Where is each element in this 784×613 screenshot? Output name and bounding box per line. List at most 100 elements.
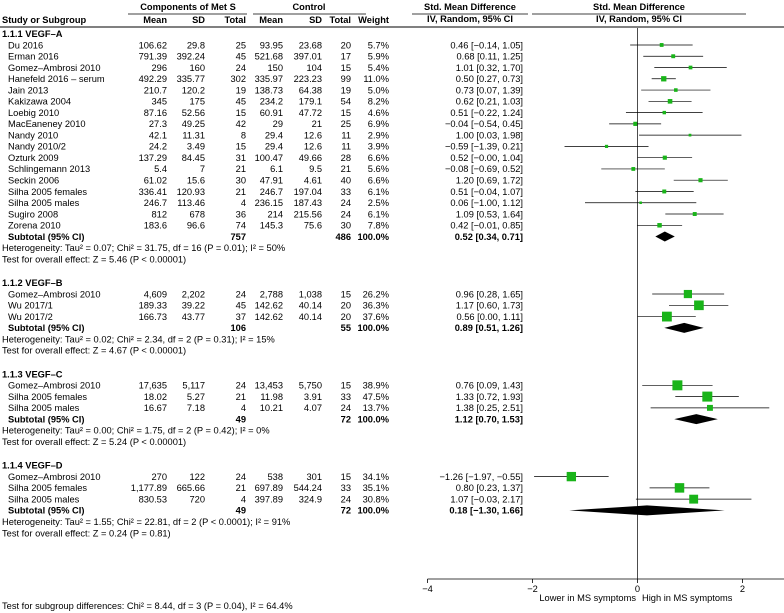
subgroup-title: 1.1.2 VEGF–B bbox=[2, 278, 63, 288]
cell-weight: 5.6% bbox=[368, 164, 389, 174]
cell-sd-metS: 15.6 bbox=[187, 176, 205, 186]
cell-weight: 5.7% bbox=[368, 40, 389, 50]
cell-total-control: 15 bbox=[341, 472, 351, 482]
cell-total-metS: 42 bbox=[236, 119, 246, 129]
cell-weight: 30.8% bbox=[363, 494, 389, 504]
cell-smd-ci: 0.06 [−1.00, 1.12] bbox=[450, 198, 523, 208]
study-name: Erman 2016 bbox=[8, 52, 59, 62]
point-estimate-marker bbox=[566, 471, 577, 482]
subtotal-total-control: 486 bbox=[335, 232, 351, 242]
cell-sd-control: 64.38 bbox=[299, 85, 322, 95]
cell-total-metS: 4 bbox=[241, 494, 246, 504]
cell-total-metS: 21 bbox=[236, 187, 246, 197]
cell-sd-metS: 96.6 bbox=[187, 221, 205, 231]
cell-smd-ci: 0.80 [0.23, 1.37] bbox=[456, 483, 523, 493]
study-name: Schlingemann 2013 bbox=[8, 164, 90, 174]
cell-mean-control: 214 bbox=[267, 209, 283, 219]
cell-total-control: 20 bbox=[341, 40, 351, 50]
cell-total-metS: 15 bbox=[236, 108, 246, 118]
subtotal-total-control: 72 bbox=[341, 414, 351, 424]
point-estimate-marker bbox=[639, 201, 642, 205]
cell-smd-ci: 0.68 [0.11, 1.25] bbox=[456, 52, 523, 62]
x-axis: −4−2024 bbox=[422, 28, 784, 594]
cell-mean-metS: 24.2 bbox=[149, 142, 167, 152]
study-name: Wu 2017/2 bbox=[8, 312, 53, 322]
cell-mean-control: 538 bbox=[267, 472, 283, 482]
cell-total-control: 15 bbox=[341, 381, 351, 391]
study-name: Gomez–Ambrosi 2010 bbox=[8, 63, 101, 73]
cell-sd-metS: 39.22 bbox=[182, 301, 205, 311]
cell-sd-control: 47.72 bbox=[299, 108, 322, 118]
col-total-metS: Total bbox=[224, 15, 246, 25]
point-estimate-marker bbox=[671, 54, 676, 59]
cell-weight: 34.1% bbox=[363, 472, 389, 482]
study-name: Loebig 2010 bbox=[8, 108, 59, 118]
cell-sd-metS: 720 bbox=[189, 494, 205, 504]
overall-effect-text: Test for overall effect: Z = 5.46 (P < 0… bbox=[2, 254, 186, 264]
cell-mean-metS: 812 bbox=[151, 209, 167, 219]
cell-total-control: 24 bbox=[341, 198, 351, 208]
cell-sd-metS: 3.49 bbox=[187, 142, 205, 152]
cell-sd-control: 104 bbox=[306, 63, 322, 73]
cell-total-control: 11 bbox=[341, 130, 351, 140]
cell-smd-ci: 0.76 [0.09, 1.43] bbox=[456, 381, 523, 391]
cell-sd-control: 215.56 bbox=[294, 209, 322, 219]
subtotal-total-metS: 49 bbox=[236, 506, 246, 516]
subtotal-diamond bbox=[664, 322, 704, 333]
cell-sd-control: 12.6 bbox=[304, 130, 322, 140]
cell-weight: 4.6% bbox=[368, 108, 389, 118]
cell-total-metS: 37 bbox=[236, 312, 246, 322]
subtotal-weight: 100.0% bbox=[357, 506, 389, 516]
cell-sd-metS: 113.46 bbox=[177, 198, 205, 208]
cell-smd-ci: 1.17 [0.60, 1.73] bbox=[456, 301, 523, 311]
cell-weight: 26.2% bbox=[363, 289, 389, 299]
point-estimate-marker bbox=[657, 223, 662, 228]
cell-total-control: 24 bbox=[341, 403, 351, 413]
cell-sd-control: 197.04 bbox=[294, 187, 322, 197]
cell-total-metS: 45 bbox=[236, 52, 246, 62]
point-estimate-marker bbox=[672, 380, 683, 391]
subtotal-smd-ci: 1.12 [0.70, 1.53] bbox=[455, 414, 523, 424]
cell-mean-metS: 830.53 bbox=[139, 494, 167, 504]
cell-mean-control: 236.15 bbox=[255, 198, 283, 208]
cell-total-metS: 4 bbox=[241, 198, 246, 208]
cell-mean-metS: 336.41 bbox=[139, 187, 167, 197]
cell-mean-control: 47.91 bbox=[260, 176, 283, 186]
cell-smd-ci: 1.38 [0.25, 2.51] bbox=[456, 403, 523, 413]
point-estimate-marker bbox=[604, 144, 609, 148]
cell-smd-ci: 0.56 [0.00, 1.11] bbox=[456, 312, 523, 322]
cell-weight: 11.0% bbox=[363, 74, 389, 84]
cell-total-control: 15 bbox=[341, 289, 351, 299]
cell-sd-control: 49.66 bbox=[299, 153, 322, 163]
cell-weight: 7.8% bbox=[368, 221, 389, 231]
col-sd-control: SD bbox=[309, 15, 322, 25]
cell-total-control: 54 bbox=[341, 97, 351, 107]
subgroup-title: 1.1.1 VEGF–A bbox=[2, 29, 63, 39]
cell-sd-control: 179.1 bbox=[299, 97, 322, 107]
cell-smd-ci: 0.52 [−0.00, 1.04] bbox=[450, 153, 523, 163]
cell-weight: 8.2% bbox=[368, 97, 389, 107]
cell-sd-control: 324.9 bbox=[299, 494, 322, 504]
cell-mean-control: 29.4 bbox=[265, 142, 283, 152]
heterogeneity-text: Heterogeneity: Tau² = 0.00; Chi² = 1.75,… bbox=[2, 426, 270, 436]
cell-mean-metS: 87.16 bbox=[144, 108, 167, 118]
cell-total-metS: 45 bbox=[236, 301, 246, 311]
x-tick-label: 2 bbox=[740, 584, 745, 594]
cell-mean-control: 521.68 bbox=[255, 52, 283, 62]
cell-total-metS: 24 bbox=[236, 289, 246, 299]
cell-mean-metS: 16.67 bbox=[144, 403, 167, 413]
cell-smd-ci: 0.46 [−0.14, 1.05] bbox=[450, 40, 523, 50]
cell-sd-metS: 5.27 bbox=[187, 392, 205, 402]
study-name: Seckin 2006 bbox=[8, 176, 59, 186]
study-name: Gomez–Ambrosi 2010 bbox=[8, 381, 101, 391]
cell-mean-metS: 183.6 bbox=[144, 221, 167, 231]
cell-sd-metS: 7 bbox=[200, 164, 205, 174]
cell-smd-ci: 0.50 [0.27, 0.73] bbox=[456, 74, 523, 84]
cell-total-metS: 30 bbox=[236, 176, 246, 186]
cell-smd-ci: 1.20 [0.69, 1.72] bbox=[456, 176, 523, 186]
cell-sd-control: 40.14 bbox=[299, 301, 322, 311]
subgroup-title: 1.1.3 VEGF–C bbox=[2, 369, 63, 379]
study-name: Du 2016 bbox=[8, 40, 43, 50]
study-name: Gomez–Ambrosi 2010 bbox=[8, 289, 101, 299]
study-name: Kakizawa 2004 bbox=[8, 97, 71, 107]
